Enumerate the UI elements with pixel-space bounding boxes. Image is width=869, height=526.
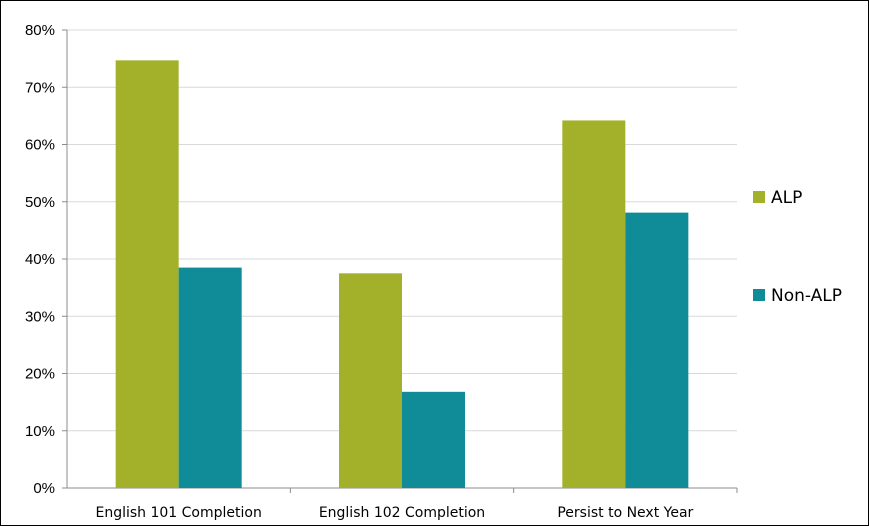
legend-label-alp: ALP bbox=[771, 188, 802, 208]
legend-swatch-non-alp bbox=[753, 289, 765, 301]
y-tick-label: 10% bbox=[25, 423, 55, 440]
y-tick-label: 20% bbox=[25, 366, 55, 383]
bar-alp-3 bbox=[562, 120, 626, 488]
bar-non-alp-1 bbox=[178, 267, 242, 488]
bar-non-alp-3 bbox=[625, 212, 689, 488]
y-tick-label: 30% bbox=[25, 308, 55, 325]
y-tick-labels: 0% 10% 20% 30% 40% 50% 60% 70% 80% bbox=[25, 22, 55, 497]
y-tick-label: 40% bbox=[25, 251, 55, 268]
x-tick-labels: English 101 Completion English 102 Comple… bbox=[95, 505, 693, 521]
bar-alp-2 bbox=[339, 273, 402, 488]
bar-alp-1 bbox=[115, 60, 179, 488]
y-tick-label: 80% bbox=[25, 22, 55, 39]
bars bbox=[115, 60, 689, 488]
bar-non-alp-2 bbox=[402, 391, 465, 488]
x-tick-label: Persist to Next Year bbox=[557, 505, 693, 521]
x-tick-label: English 101 Completion bbox=[95, 505, 261, 521]
y-tick-label: 50% bbox=[25, 194, 55, 211]
y-tick-label: 70% bbox=[25, 79, 55, 96]
x-tick-label: English 102 Completion bbox=[319, 505, 485, 521]
legend-swatch-alp bbox=[753, 191, 765, 203]
legend: ALP Non-ALP bbox=[753, 188, 842, 306]
y-tick-label: 60% bbox=[25, 137, 55, 154]
legend-label-non-alp: Non-ALP bbox=[771, 286, 842, 306]
y-tick-label: 0% bbox=[33, 480, 55, 497]
